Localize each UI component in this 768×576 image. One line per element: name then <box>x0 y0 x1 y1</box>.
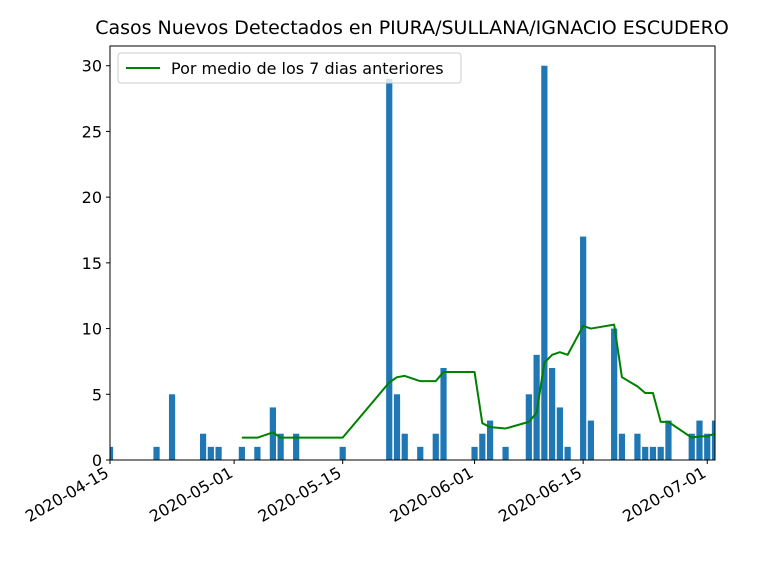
y-tick-label: 0 <box>92 451 102 470</box>
bar <box>207 446 214 460</box>
y-tick-label: 25 <box>82 122 102 141</box>
bar-series <box>110 65 715 461</box>
moving-average-line <box>241 323 716 439</box>
bar <box>254 446 261 460</box>
bar <box>401 433 408 460</box>
bar <box>110 446 114 460</box>
bar <box>277 433 284 460</box>
y-tick-label: 15 <box>82 254 102 273</box>
y-tick-label: 30 <box>82 57 102 76</box>
bar <box>269 407 276 460</box>
plot-frame <box>109 45 716 461</box>
legend: Por medio de los 7 dias anteriores <box>117 52 462 84</box>
bar <box>649 446 657 460</box>
y-tick-label: 10 <box>82 320 102 339</box>
bar <box>657 446 664 460</box>
bar <box>339 446 346 460</box>
x-axis: 2020-04-15 2020-05-01 2020-05-15 2020-06-01… <box>22 460 709 526</box>
bar <box>486 420 494 460</box>
bar <box>541 65 548 461</box>
bar <box>634 433 641 460</box>
bar <box>440 368 447 460</box>
bar <box>704 433 711 460</box>
bar <box>665 420 672 460</box>
bar <box>711 420 715 460</box>
bar <box>580 236 587 460</box>
moving-average-series <box>241 323 716 439</box>
bar <box>688 433 695 460</box>
bar <box>393 394 401 460</box>
y-tick-label: 20 <box>82 188 102 207</box>
bar <box>432 433 439 460</box>
x-tick-label: 2020-06-15 <box>495 463 585 526</box>
legend-frame <box>117 52 462 84</box>
x-tick-label: 2020-06-01 <box>387 463 477 526</box>
x-tick-label: 2020-07-01 <box>619 463 709 526</box>
bar <box>525 394 532 460</box>
bar <box>471 446 478 460</box>
bar <box>293 433 300 460</box>
x-tick-label: 2020-05-01 <box>146 463 236 526</box>
bar <box>215 446 222 460</box>
bar <box>479 433 486 460</box>
bar <box>168 394 176 460</box>
bar <box>417 446 424 460</box>
bar <box>587 420 594 460</box>
bar <box>199 433 207 460</box>
bar <box>564 446 571 460</box>
x-tick-label: 2020-04-15 <box>22 463 112 526</box>
bar <box>386 78 393 461</box>
x-tick-label: 2020-05-15 <box>255 463 345 526</box>
bar <box>611 328 618 460</box>
bar <box>153 446 160 460</box>
bar <box>556 407 563 460</box>
chart-title: Casos Nuevos Detectados en PIURA/SULLANA… <box>95 17 729 39</box>
bar <box>696 420 703 460</box>
y-axis: 0 5 10 15 20 25 30 <box>82 57 110 470</box>
bar <box>502 446 509 460</box>
legend-label: Por medio de los 7 dias anteriores <box>171 59 444 78</box>
bar <box>549 368 556 460</box>
bar <box>238 446 245 460</box>
y-tick-label: 5 <box>92 385 102 404</box>
bar <box>642 446 649 460</box>
bar <box>618 433 626 460</box>
